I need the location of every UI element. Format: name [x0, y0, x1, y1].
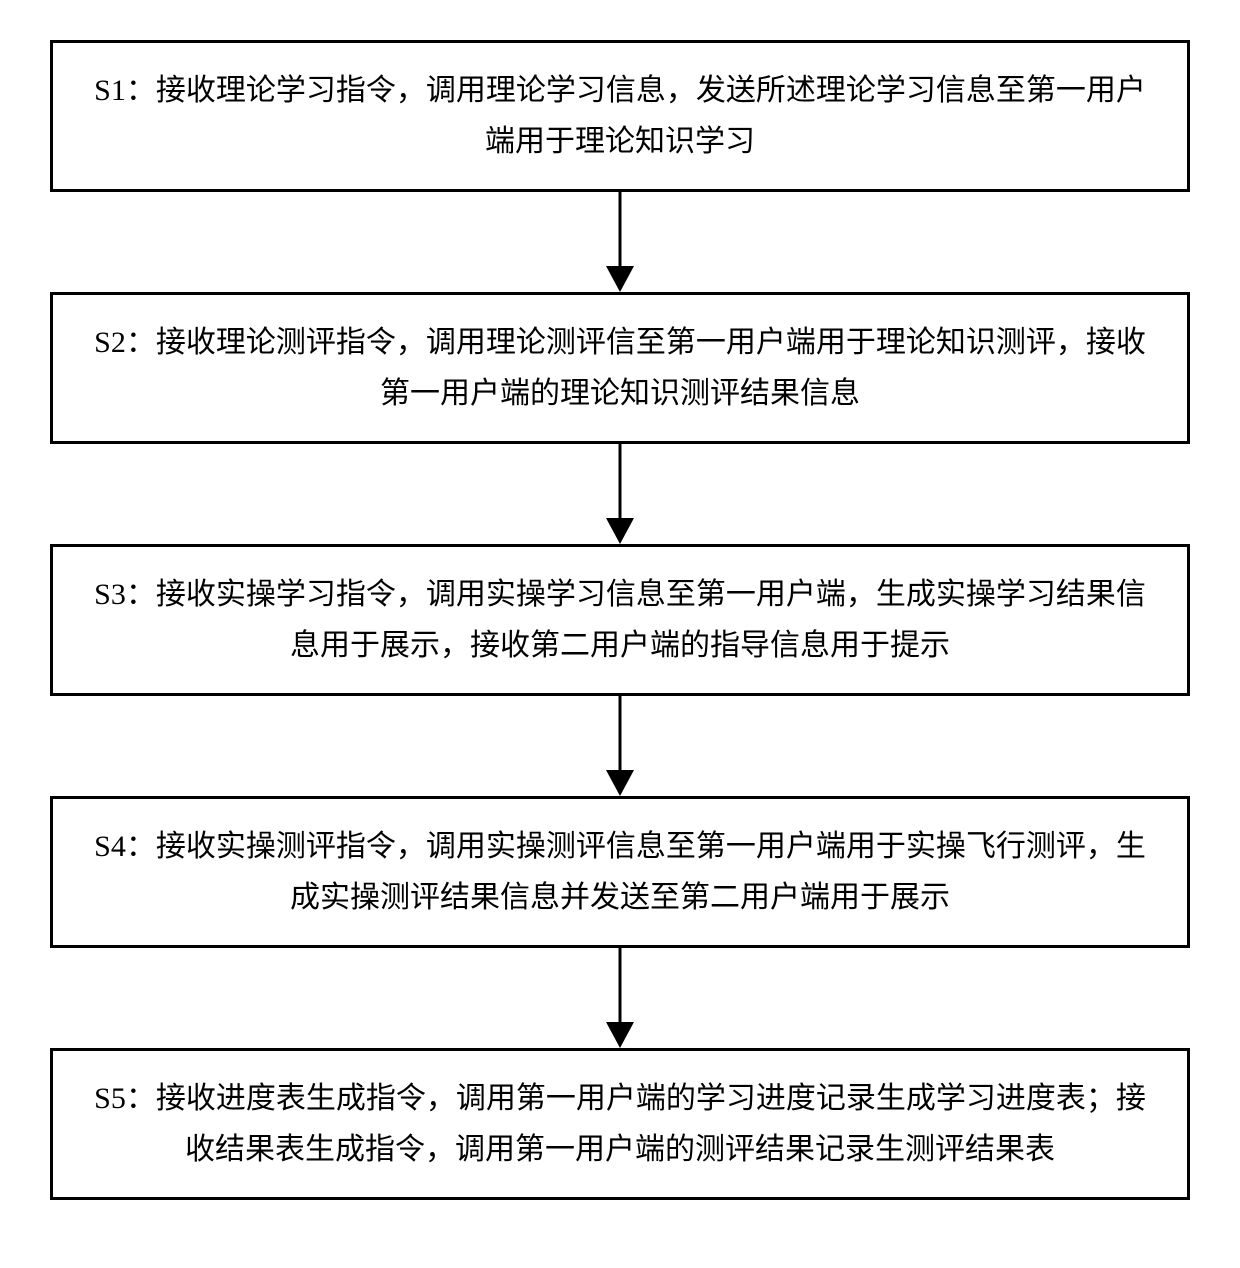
arrow-down-icon: [600, 444, 640, 544]
step-box-s4: S4：接收实操测评指令，调用实操测评信息至第一用户端用于实操飞行测评，生成实操测…: [50, 796, 1190, 948]
step-text-s4: S4：接收实操测评指令，调用实操测评信息至第一用户端用于实操飞行测评，生成实操测…: [94, 830, 1146, 914]
step-text-s2: S2：接收理论测评指令，调用理论测评信至第一用户端用于理论知识测评，接收第一用户…: [94, 326, 1146, 410]
step-box-s2: S2：接收理论测评指令，调用理论测评信至第一用户端用于理论知识测评，接收第一用户…: [50, 292, 1190, 444]
step-text-s5: S5：接收进度表生成指令，调用第一用户端的学习进度记录生成学习进度表；接收结果表…: [94, 1082, 1146, 1166]
step-box-s1: S1：接收理论学习指令，调用理论学习信息，发送所述理论学习信息至第一用户端用于理…: [50, 40, 1190, 192]
flowchart-root: S1：接收理论学习指令，调用理论学习信息，发送所述理论学习信息至第一用户端用于理…: [50, 40, 1190, 1200]
step-text-s3: S3：接收实操学习指令，调用实操学习信息至第一用户端，生成实操学习结果信息用于展…: [94, 578, 1146, 662]
arrow-down-icon: [600, 948, 640, 1048]
arrow-down-icon: [600, 696, 640, 796]
arrow-s4-s5: [50, 948, 1190, 1048]
arrow-s2-s3: [50, 444, 1190, 544]
arrow-s1-s2: [50, 192, 1190, 292]
step-box-s3: S3：接收实操学习指令，调用实操学习信息至第一用户端，生成实操学习结果信息用于展…: [50, 544, 1190, 696]
arrow-s3-s4: [50, 696, 1190, 796]
step-text-s1: S1：接收理论学习指令，调用理论学习信息，发送所述理论学习信息至第一用户端用于理…: [94, 74, 1146, 158]
arrow-down-icon: [600, 192, 640, 292]
step-box-s5: S5：接收进度表生成指令，调用第一用户端的学习进度记录生成学习进度表；接收结果表…: [50, 1048, 1190, 1200]
